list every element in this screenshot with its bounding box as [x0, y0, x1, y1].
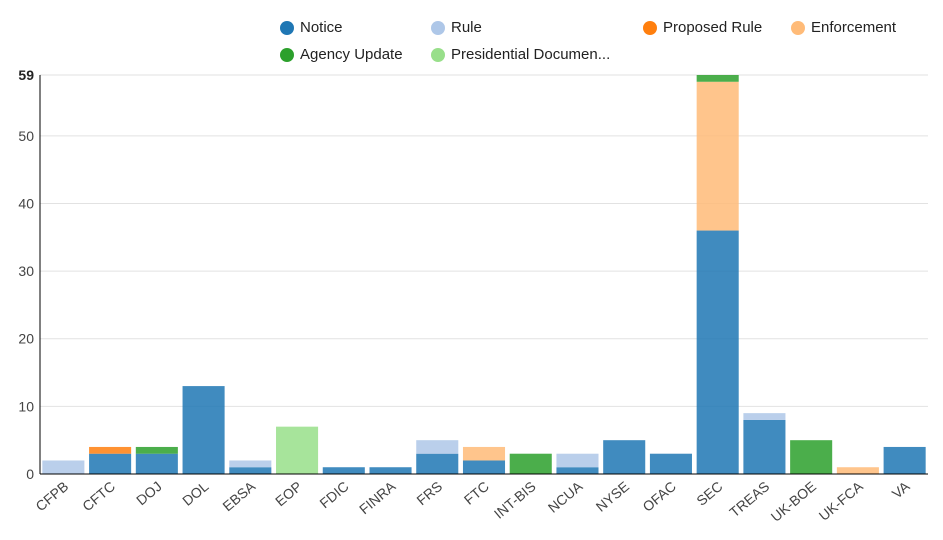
x-tick-label: FDIC [316, 478, 351, 511]
bar-segment[interactable] [696, 75, 739, 82]
legend-label: Enforcement [811, 19, 897, 36]
y-tick-label: 0 [26, 466, 34, 482]
bar-segment[interactable] [462, 446, 506, 461]
x-tick-label: EBSA [219, 478, 258, 515]
bar-segment[interactable] [229, 467, 272, 474]
legend-swatch-icon [280, 20, 294, 35]
bar-segment[interactable] [416, 440, 459, 454]
legend-swatch-icon [431, 47, 445, 62]
x-tick-label: NCUA [545, 478, 586, 516]
bar-segment[interactable] [42, 460, 85, 474]
legend-swatch-icon [431, 20, 445, 35]
x-tick-label: DOJ [133, 478, 165, 508]
bar-segment[interactable] [696, 81, 739, 231]
bar-segment[interactable] [369, 467, 412, 474]
x-tick-label: VA [889, 478, 913, 502]
bar-segment[interactable] [322, 467, 365, 474]
legend-swatch-icon [643, 20, 657, 35]
bar-segment[interactable] [696, 230, 739, 474]
y-tick-label: 10 [18, 398, 34, 414]
bar-segment[interactable] [743, 419, 786, 474]
bar-segment[interactable] [790, 440, 833, 474]
legend-label: Agency Update [300, 46, 403, 63]
x-tick-label: DOL [179, 478, 211, 509]
bar-segment[interactable] [556, 453, 599, 468]
bar-segment[interactable] [276, 426, 319, 474]
x-tick-label: SEC [693, 478, 725, 509]
legend-item-enforcement[interactable]: Enforcement [791, 19, 896, 36]
bar-segment[interactable] [416, 453, 459, 474]
legend-swatch-icon [791, 20, 805, 35]
y-tick-label: 40 [18, 195, 34, 211]
bar-segment[interactable] [603, 440, 646, 474]
x-tick-label: CFTC [79, 478, 118, 514]
bar-segment[interactable] [182, 386, 225, 474]
bar-segment[interactable] [743, 413, 786, 420]
legend: Notice Rule Proposed Rule Enforcement Ag… [0, 0, 943, 70]
x-tick-label: UK-FCA [816, 478, 867, 524]
bar-segment[interactable] [229, 460, 272, 468]
bar-segment[interactable] [509, 453, 552, 474]
legend-swatch-icon [280, 47, 294, 62]
legend-item-agency-update[interactable]: Agency Update [280, 46, 403, 63]
bar-segment[interactable] [836, 467, 879, 474]
x-tick-label: NYSE [593, 478, 632, 515]
bar-segment[interactable] [89, 446, 132, 454]
legend-label: Proposed Rule [663, 19, 763, 36]
bar-segment[interactable] [556, 467, 599, 474]
legend-item-presidential-documents[interactable]: Presidential Documen... [431, 46, 610, 63]
y-tick-label: 59 [18, 67, 34, 83]
x-tick-label: FINRA [356, 478, 399, 518]
legend-label: Rule [451, 19, 482, 36]
legend-item-rule[interactable]: Rule [431, 19, 482, 36]
bar-segment[interactable] [89, 453, 132, 474]
legend-item-notice[interactable]: Notice [280, 19, 343, 36]
bar-segment[interactable] [649, 453, 692, 474]
bar-segment[interactable] [135, 453, 178, 474]
x-tick-label: INT-BIS [491, 478, 539, 522]
x-tick-label: UK-BOE [768, 478, 819, 525]
bar-segment[interactable] [135, 446, 178, 454]
y-tick-label: 30 [18, 263, 34, 279]
x-tick-label: FTC [461, 478, 492, 508]
x-tick-label: CFPB [32, 478, 71, 514]
legend-item-proposed-rule[interactable]: Proposed Rule [643, 19, 762, 36]
bar-segment[interactable] [462, 460, 506, 474]
y-tick-label: 20 [18, 331, 34, 347]
x-tick-label: OFAC [639, 478, 678, 515]
y-tick-label: 50 [18, 128, 34, 144]
bar-segment[interactable] [883, 446, 926, 474]
x-tick-label: FRS [413, 478, 445, 508]
x-tick-label: TREAS [726, 478, 772, 520]
legend-label: Presidential Documen... [451, 46, 611, 63]
legend-label: Notice [300, 19, 343, 36]
x-tick-label: EOP [272, 478, 305, 509]
